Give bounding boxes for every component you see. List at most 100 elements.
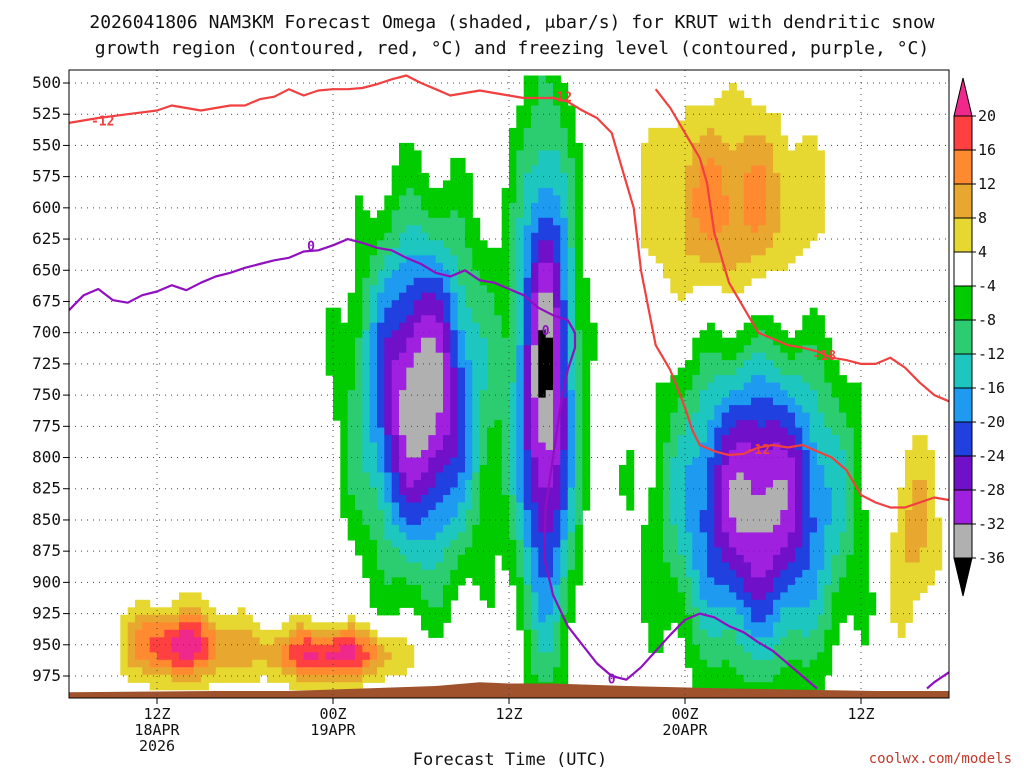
omega-cell — [729, 532, 737, 541]
omega-cell — [450, 442, 459, 451]
omega-cell — [538, 217, 547, 226]
omega-cell — [707, 360, 715, 369]
omega-cell — [399, 247, 407, 256]
omega-cell — [413, 240, 422, 249]
omega-cell — [538, 420, 547, 429]
omega-cell — [927, 450, 935, 459]
omega-cell — [509, 180, 517, 189]
omega-cell — [494, 285, 503, 294]
omega-cell — [817, 539, 825, 548]
omega-cell — [692, 352, 701, 361]
omega-cell — [479, 510, 488, 519]
omega-cell — [743, 465, 752, 474]
omega-cell — [809, 202, 818, 211]
omega-cell — [692, 524, 701, 533]
omega-cell — [406, 300, 415, 309]
omega-cell — [523, 105, 532, 114]
omega-cell — [853, 532, 862, 541]
omega-cell — [135, 674, 143, 683]
omega-cell — [758, 360, 767, 369]
omega-cell — [369, 375, 378, 384]
omega-cell — [897, 539, 906, 548]
omega-cell — [369, 292, 378, 301]
omega-cell — [721, 659, 730, 668]
omega-cell — [905, 472, 913, 481]
omega-cell — [780, 195, 789, 204]
omega-cell — [809, 614, 818, 623]
omega-cell — [479, 292, 488, 301]
omega-cell — [531, 629, 539, 638]
omega-cell — [773, 674, 781, 683]
omega-cell — [721, 532, 730, 541]
omega-cell — [340, 405, 349, 414]
omega-cell — [501, 322, 510, 331]
omega-cell — [729, 397, 737, 406]
omega-cell — [853, 599, 862, 608]
contour-label: 0 — [307, 239, 315, 254]
omega-cell — [685, 465, 693, 474]
omega-cell — [663, 157, 671, 166]
omega-cell — [465, 532, 473, 541]
omega-cell — [421, 495, 429, 504]
omega-cell — [897, 577, 906, 586]
omega-cell — [560, 240, 569, 249]
omega-cell — [311, 674, 319, 683]
omega-cell — [743, 382, 752, 391]
omega-cell — [193, 652, 202, 661]
omega-cell — [479, 427, 488, 436]
omega-cell — [369, 652, 378, 661]
omega-cell — [259, 667, 268, 676]
omega-cell — [443, 562, 451, 571]
omega-cell — [824, 607, 833, 616]
omega-cell — [523, 285, 532, 294]
omega-cell — [509, 307, 517, 316]
omega-cell — [736, 105, 745, 114]
omega-cell — [391, 345, 400, 354]
contour-label: 0 — [542, 324, 550, 339]
omega-cell — [223, 644, 231, 653]
omega-cell — [560, 502, 569, 511]
omega-cell — [736, 98, 745, 107]
omega-cell — [391, 315, 400, 324]
omega-cell — [362, 472, 371, 481]
omega-cell — [355, 659, 363, 668]
omega-cell — [303, 652, 312, 661]
omega-cell — [780, 510, 789, 519]
omega-cell — [457, 225, 466, 234]
omega-cell — [817, 187, 825, 196]
omega-cell — [575, 210, 583, 219]
omega-cell — [699, 629, 708, 638]
omega-cell — [413, 315, 422, 324]
omega-cell — [751, 210, 759, 219]
omega-cell — [553, 157, 561, 166]
omega-cell — [575, 390, 583, 399]
omega-cell — [773, 113, 781, 122]
omega-cell — [384, 262, 393, 271]
omega-cell — [567, 450, 576, 459]
omega-cell — [135, 659, 143, 668]
omega-cell — [853, 554, 862, 563]
omega-cell — [428, 195, 437, 204]
omega-cell — [567, 397, 576, 406]
omega-cell — [369, 225, 378, 234]
omega-cell — [707, 637, 715, 646]
omega-cell — [450, 495, 459, 504]
omega-cell — [465, 375, 473, 384]
omega-cell — [729, 247, 737, 256]
omega-cell — [765, 412, 774, 421]
omega-cell — [685, 202, 693, 211]
omega-cell — [751, 375, 759, 384]
omega-cell — [655, 569, 664, 578]
omega-cell — [413, 180, 422, 189]
omega-cell — [567, 255, 576, 264]
omega-cell — [120, 637, 129, 646]
omega-cell — [736, 240, 745, 249]
omega-cell — [384, 210, 393, 219]
omega-cell — [501, 382, 510, 391]
omega-cell — [817, 180, 825, 189]
omega-cell — [795, 510, 803, 519]
omega-cell — [531, 127, 539, 136]
omega-cell — [582, 292, 591, 301]
omega-cell — [531, 315, 539, 324]
omega-cell — [773, 210, 781, 219]
